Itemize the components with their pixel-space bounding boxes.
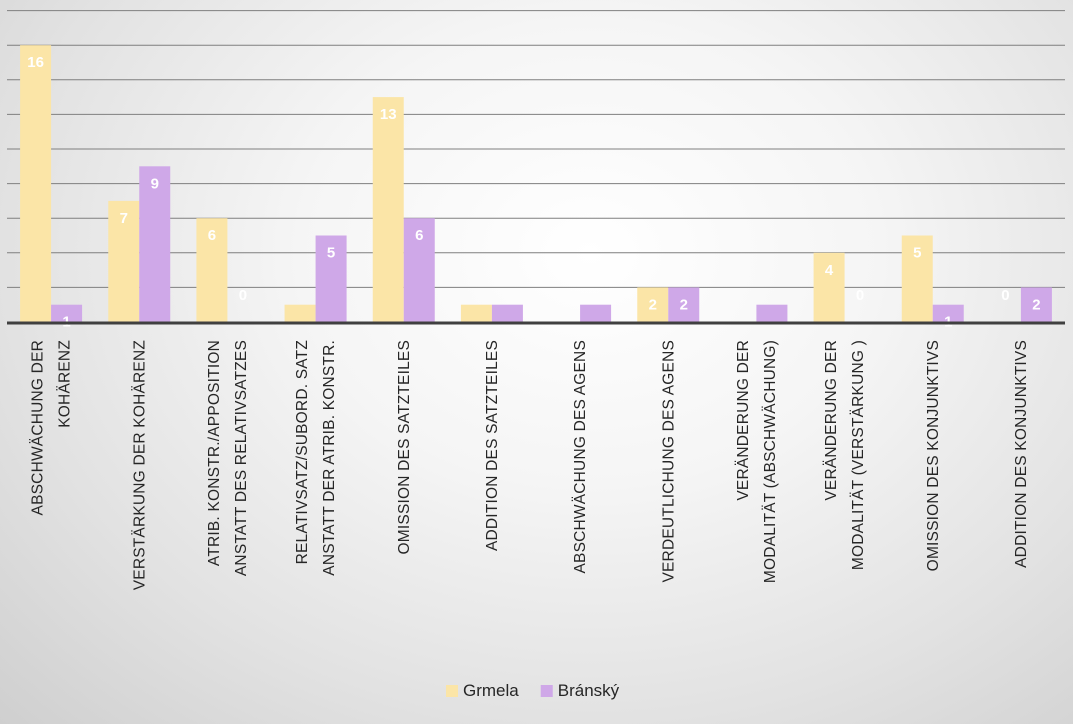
bar-bransky (491, 304, 523, 322)
bar-grmela (108, 200, 140, 322)
data-label: 16 (27, 54, 44, 71)
category-label-line: VERÄNDERUNG DER (735, 340, 752, 501)
category-label-line: MODALITÄT (ABSCHWÄCHUNG) (762, 340, 779, 583)
legend-label-grmela: Grmela (463, 681, 519, 700)
category-label: VERSTÄRKUNG DER KOHÄRENZ (131, 340, 148, 590)
category-label-line: VERSTÄRKUNG DER KOHÄRENZ (131, 340, 148, 590)
category-label-line: OMISSION DES KONJUNKTIVS (925, 340, 942, 571)
bar-grmela (460, 304, 492, 322)
category-label-line: RELATIVSATZ/SUBORD. SATZ (294, 340, 311, 564)
data-label: 2 (1032, 296, 1040, 313)
category-label: ADDITION DES KONJUNKTIVS (1013, 340, 1030, 568)
category-label: VERDEUTLICHUNG DES AGENS (660, 340, 677, 583)
bar-bransky (580, 304, 612, 322)
data-label: 2 (680, 296, 688, 313)
category-label-line: ANSTATT DER ATRIB. KONSTR. (321, 340, 338, 576)
bar-bransky (932, 304, 964, 322)
category-label: RELATIVSATZ/SUBORD. SATZ ANSTATT DER ATRI… (294, 340, 338, 576)
data-label: 13 (380, 106, 397, 123)
bar-bransky (315, 235, 347, 322)
data-label: 6 (208, 227, 216, 244)
category-label-line: ADDITION DES SATZTEILES (484, 340, 501, 551)
legend-swatch-grmela (446, 685, 458, 697)
category-label: ATRIB. KONSTR./APPOSITION ANSTATT DES REL… (206, 340, 250, 576)
category-label-line: MODALITÄT (VERSTÄRKUNG ) (850, 340, 867, 570)
category-label-line: VERÄNDERUNG DER (823, 340, 840, 501)
data-label: 0 (1001, 287, 1009, 304)
category-label: ABSCHWÄCHUNG DES AGENS (572, 340, 589, 574)
data-label: 9 (151, 175, 159, 192)
bar-grmela (901, 235, 933, 322)
bar-grmela (637, 287, 669, 322)
category-label-line: KOHÄRENZ (57, 340, 74, 428)
bar-bransky (1020, 287, 1052, 322)
category-label-line: ABSCHWÄCHUNG DER (30, 340, 47, 515)
data-label: 6 (415, 227, 423, 244)
category-label-line: ADDITION DES KONJUNKTIVS (1013, 340, 1030, 568)
category-label-line: OMISSION DES SATZTEILES (396, 340, 413, 554)
category-label-line: ABSCHWÄCHUNG DES AGENS (572, 340, 589, 574)
category-label-line: VERDEUTLICHUNG DES AGENS (660, 340, 677, 583)
category-label: VERÄNDERUNG DER MODALITÄT (ABSCHWÄCHUNG) (735, 340, 779, 583)
legend-label-bransky: Bránský (558, 681, 620, 700)
bar-bransky (756, 304, 788, 322)
bar-grmela (284, 304, 316, 322)
bar-grmela (813, 252, 845, 322)
bar-grmela (372, 97, 404, 322)
legend-swatch-bransky (540, 685, 553, 697)
category-label: VERÄNDERUNG DER MODALITÄT (VERSTÄRKUNG ) (823, 340, 867, 570)
data-label: 5 (327, 245, 335, 262)
category-label: ADDITION DES SATZTEILES (484, 340, 501, 551)
data-label: 2 (649, 296, 657, 313)
category-label: ABSCHWÄCHUNG DER KOHÄRENZ (30, 340, 74, 515)
data-label: 4 (825, 262, 834, 279)
bar-bransky (403, 218, 435, 322)
data-label: 5 (913, 245, 921, 262)
bar-bransky (51, 304, 83, 322)
data-label: 7 (120, 210, 128, 227)
bar-grmela (196, 218, 228, 322)
data-label: 0 (856, 287, 864, 304)
bar-bransky (668, 287, 700, 322)
data-label: 0 (239, 287, 247, 304)
bar-bransky (139, 166, 171, 322)
category-label: OMISSION DES KONJUNKTIVS (925, 340, 942, 571)
category-label: OMISSION DES SATZTEILES (396, 340, 413, 554)
category-label-line: ATRIB. KONSTR./APPOSITION (206, 340, 223, 566)
bar-grmela (20, 45, 52, 322)
category-label-line: ANSTATT DES RELATIVSATZES (233, 340, 250, 576)
